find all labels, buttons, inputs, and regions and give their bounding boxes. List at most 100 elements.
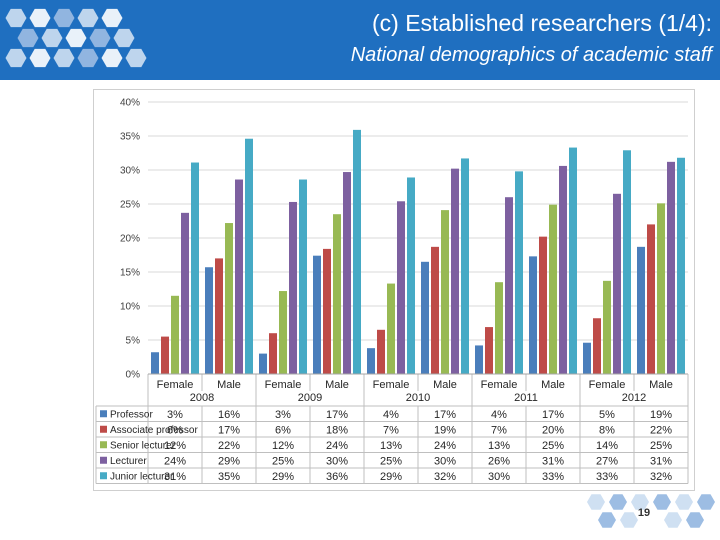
data-label: 31%: [650, 455, 672, 467]
bar: [583, 342, 591, 374]
data-label: 30%: [434, 455, 456, 467]
hexagon-shape: [675, 494, 693, 510]
bar: [259, 353, 267, 374]
bar: [485, 327, 493, 374]
data-label: 19%: [434, 424, 456, 436]
data-label: 4%: [383, 409, 399, 421]
data-label: 24%: [326, 440, 348, 452]
page-number: 19: [637, 507, 651, 519]
bar: [367, 348, 375, 374]
data-label: 17%: [218, 424, 240, 436]
hexagon-shape: [620, 512, 638, 528]
legend-label: Professor: [110, 409, 153, 420]
data-label: 18%: [326, 424, 348, 436]
hexagon-shape: [89, 28, 111, 48]
y-tick-label: 0%: [126, 370, 141, 381]
x-tick-label: Male: [433, 379, 457, 391]
data-label: 6%: [275, 424, 291, 436]
bar: [657, 203, 665, 374]
bar: [677, 157, 685, 374]
data-label: 29%: [380, 471, 402, 483]
y-tick-label: 35%: [120, 132, 140, 143]
data-label: 5%: [599, 409, 615, 421]
bar: [515, 171, 523, 374]
bar: [559, 165, 567, 374]
bar: [603, 280, 611, 374]
bar: [623, 150, 631, 374]
hexagon-shape: [77, 48, 99, 68]
legend-swatch: [100, 472, 107, 480]
data-label: 31%: [542, 455, 564, 467]
data-label: 3%: [275, 409, 291, 421]
hexagon-shape: [101, 8, 123, 28]
bar: [397, 201, 405, 374]
bar: [407, 177, 415, 374]
bar: [667, 161, 675, 374]
hexagon-shape: [587, 494, 605, 510]
bar: [451, 168, 459, 374]
data-label: 7%: [383, 424, 399, 436]
data-label: 20%: [542, 424, 564, 436]
bar: [289, 201, 297, 374]
data-label: 25%: [272, 455, 294, 467]
y-tick-label: 10%: [120, 302, 140, 313]
x-tick-label: Male: [217, 379, 241, 391]
x-group-label: 2009: [298, 392, 322, 404]
legend-label: Senior lecturer: [110, 440, 176, 451]
bar: [353, 129, 361, 374]
data-label: 12%: [164, 440, 186, 452]
data-label: 17%: [434, 409, 456, 421]
hexagon-shape: [609, 494, 627, 510]
bar: [191, 162, 199, 374]
legend-label: Junior lecturer: [110, 471, 174, 482]
hexagon-shape: [29, 48, 51, 68]
bar: [613, 193, 621, 374]
hexagon-shape: [101, 48, 123, 68]
y-tick-label: 5%: [126, 336, 141, 347]
x-tick-label: Male: [325, 379, 349, 391]
data-label: 19%: [650, 409, 672, 421]
hexagon-shape: [664, 512, 682, 528]
bar: [343, 172, 351, 374]
data-label: 32%: [650, 471, 672, 483]
bar: [441, 210, 449, 374]
x-tick-label: Male: [541, 379, 565, 391]
x-tick-label: Male: [649, 379, 673, 391]
hexagon-shape: [642, 512, 660, 528]
hexagon-shape: [41, 28, 63, 48]
data-label: 29%: [272, 471, 294, 483]
bar: [161, 336, 169, 374]
hexagon-shape: [5, 48, 27, 68]
bar: [181, 212, 189, 374]
bar: [637, 246, 645, 374]
x-tick-label: Female: [265, 379, 302, 391]
bar: [299, 179, 307, 374]
bar: [151, 352, 159, 374]
data-label: 26%: [488, 455, 510, 467]
data-label: 24%: [164, 455, 186, 467]
data-label: 8%: [599, 424, 615, 436]
bar: [215, 258, 223, 374]
data-label: 6%: [167, 424, 183, 436]
data-label: 30%: [488, 471, 510, 483]
bar: [235, 179, 243, 374]
bar: [647, 224, 655, 374]
y-tick-label: 40%: [120, 98, 140, 109]
data-label: 16%: [218, 409, 240, 421]
bar: [245, 138, 253, 374]
bar: [549, 204, 557, 374]
data-label: 25%: [380, 455, 402, 467]
data-label: 31%: [164, 471, 186, 483]
hexagon-shape: [53, 8, 75, 28]
slide-subtitle: National demographics of academic staff: [350, 44, 712, 66]
bar: [323, 248, 331, 374]
bar: [313, 255, 321, 374]
hexagon-shape: [697, 494, 715, 510]
data-label: 29%: [218, 455, 240, 467]
hexagon-shape: [77, 8, 99, 28]
legend-swatch: [100, 410, 107, 418]
slide-title: (c) Established researchers (1/4):: [371, 10, 712, 36]
y-tick-label: 25%: [120, 200, 140, 211]
x-tick-label: Female: [481, 379, 518, 391]
bar-chart: 0%5%10%15%20%25%30%35%40%Female Male2008F…: [95, 98, 689, 484]
